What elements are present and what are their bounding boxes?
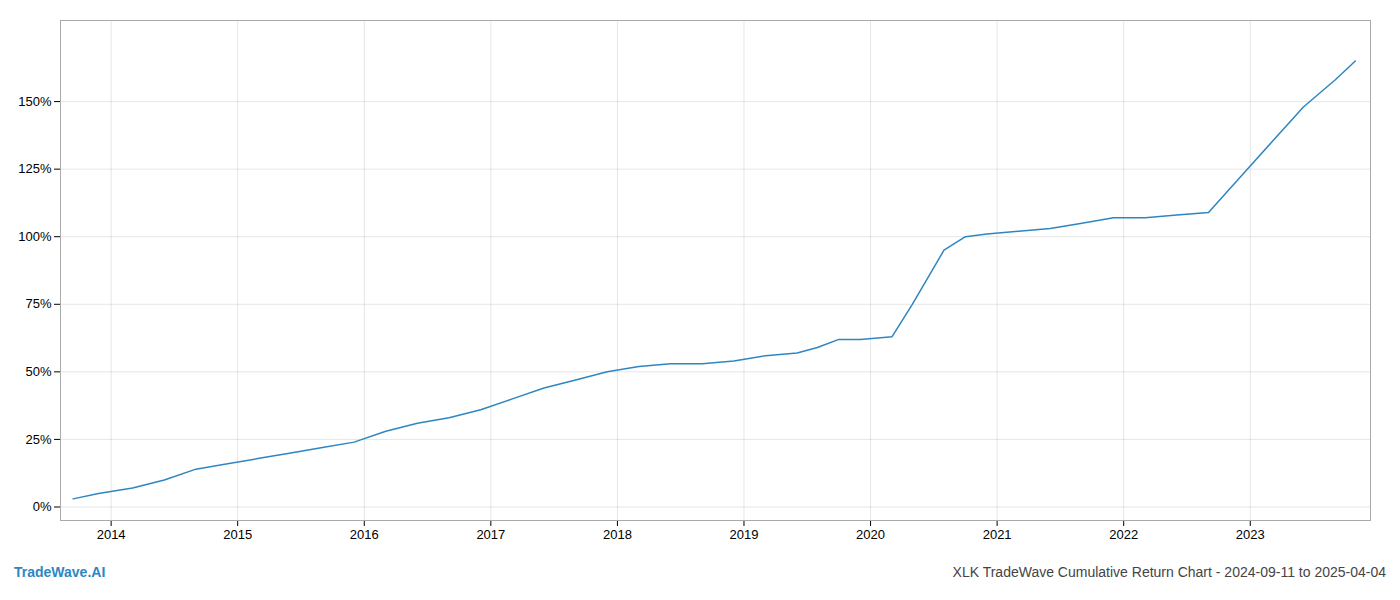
svg-text:0%: 0% (33, 499, 52, 514)
svg-text:50%: 50% (25, 364, 51, 379)
html-text:TradeWave.AI: TradeWave.AI (14, 564, 106, 580)
html-text:XLK TradeWave Cumulative Retur: XLK TradeWave Cumulative Return Chart - … (952, 564, 1386, 580)
svg-text:2022: 2022 (1109, 527, 1138, 542)
svg-text:2018: 2018 (603, 527, 632, 542)
svg-text:2014: 2014 (97, 527, 126, 542)
svg-text:75%: 75% (25, 296, 51, 311)
svg-text:150%: 150% (18, 94, 52, 109)
svg-text:2020: 2020 (856, 527, 885, 542)
svg-text:125%: 125% (18, 161, 52, 176)
svg-text:2017: 2017 (476, 527, 505, 542)
svg-text:2019: 2019 (730, 527, 759, 542)
svg-text:100%: 100% (18, 229, 52, 244)
svg-text:2021: 2021 (983, 527, 1012, 542)
svg-text:25%: 25% (25, 432, 51, 447)
svg-text:2015: 2015 (223, 527, 252, 542)
svg-text:2016: 2016 (350, 527, 379, 542)
svg-text:2023: 2023 (1236, 527, 1265, 542)
